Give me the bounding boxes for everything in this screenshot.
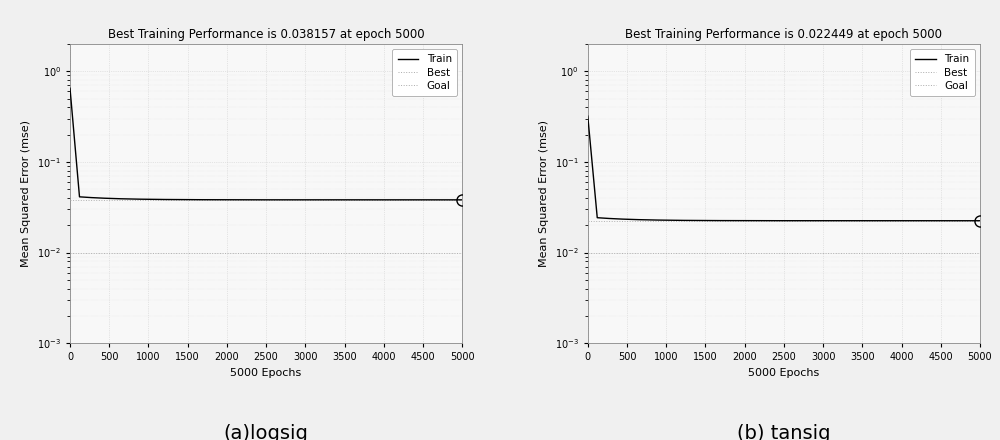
Train: [253, 197, 265, 202]
Train: [141, 197, 153, 202]
Legend: Train, Best, Goal: Train, Best, Goal: [910, 49, 975, 96]
Train: [64, 86, 76, 91]
Goal: [582, 250, 594, 255]
Train: [935, 218, 947, 224]
X-axis label: 5000 Epochs: 5000 Epochs: [748, 368, 820, 378]
Title: Best Training Performance is 0.038157 at epoch 5000: Best Training Performance is 0.038157 at…: [108, 29, 424, 41]
Y-axis label: Mean Squared Error (mse): Mean Squared Error (mse): [539, 120, 549, 267]
Train: [335, 197, 347, 202]
Text: (b) tansig: (b) tansig: [737, 424, 831, 440]
Train: [974, 218, 986, 224]
Best: [582, 218, 594, 224]
Train: [428, 197, 440, 202]
Best: [64, 197, 76, 202]
Title: Best Training Performance is 0.022449 at epoch 5000: Best Training Performance is 0.022449 at…: [625, 29, 942, 41]
Line: Train: Train: [588, 116, 980, 221]
Goal: [64, 250, 76, 255]
Train: [582, 114, 594, 119]
Train: [418, 197, 430, 202]
Train: [659, 217, 671, 223]
Text: (a)logsig: (a)logsig: [224, 424, 309, 440]
Line: Train: Train: [70, 88, 462, 200]
Legend: Train, Best, Goal: Train, Best, Goal: [392, 49, 457, 96]
Best: [64, 197, 76, 202]
Train: [456, 197, 468, 202]
Best: [582, 218, 594, 224]
Train: [946, 218, 958, 224]
X-axis label: 5000 Epochs: 5000 Epochs: [230, 368, 302, 378]
Train: [431, 197, 443, 202]
Goal: [64, 250, 76, 255]
Train: [948, 218, 960, 224]
Y-axis label: Mean Squared Error (mse): Mean Squared Error (mse): [21, 120, 31, 267]
Goal: [582, 250, 594, 255]
Train: [771, 218, 783, 224]
Train: [853, 218, 865, 224]
